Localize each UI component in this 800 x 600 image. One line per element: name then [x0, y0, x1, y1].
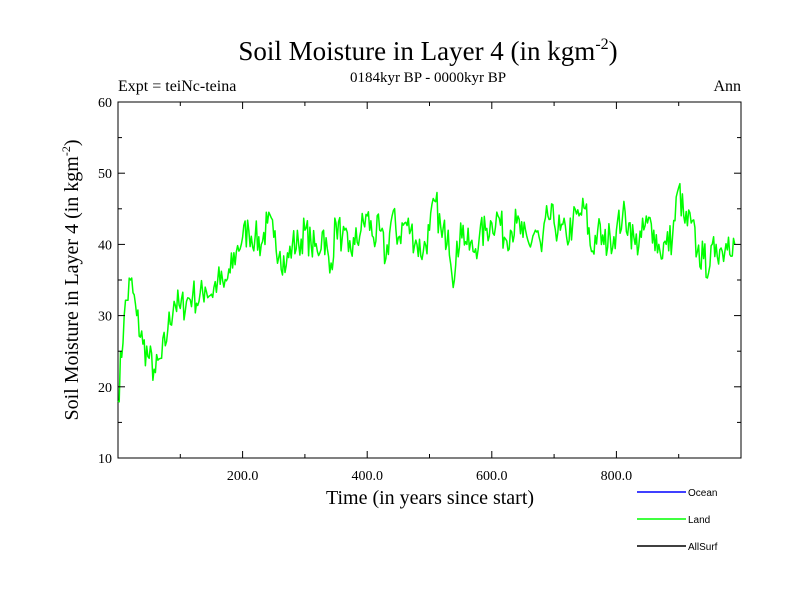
y-axis-ticks: 10 20 30 40 50 60	[98, 96, 741, 467]
chart-title-close: )	[609, 36, 618, 66]
x-tick-label: 200.0	[227, 469, 259, 484]
season-label: Ann	[713, 78, 741, 95]
series-line-land	[117, 182, 736, 403]
legend: Ocean Land AllSurf	[637, 488, 718, 553]
legend-label-ocean: Ocean	[688, 488, 717, 499]
y-tick-label: 30	[98, 310, 112, 325]
plot-frame	[117, 101, 742, 459]
chart-subtitle: 0184kyr BP - 0000kyr BP	[350, 70, 506, 86]
chart-title: Soil Moisture in Layer 4 (in kgm-2)	[238, 36, 617, 66]
chart-title-main: Soil Moisture in Layer 4 (in kgm	[238, 36, 595, 66]
experiment-label: Expt = teiNc-teina	[118, 78, 236, 95]
y-axis-label: Soil Moisture in Layer 4 (in kgm-2)	[59, 139, 83, 420]
chart-title-sup: -2	[595, 36, 608, 53]
y-axis-label-close: )	[61, 139, 83, 146]
y-tick-label: 40	[98, 238, 112, 253]
legend-label-land: Land	[688, 515, 710, 526]
x-tick-label: 800.0	[601, 469, 633, 484]
y-axis-label-main: Soil Moisture in Layer 4 (in kgm	[61, 156, 83, 421]
legend-label-allsurf: AllSurf	[688, 542, 718, 553]
y-tick-label: 60	[98, 96, 112, 111]
y-axis-label-sup: -2	[59, 146, 73, 156]
x-axis-ticks: 200.0 400.0 600.0 800.0	[179, 102, 680, 484]
x-axis-label: Time (in years since start)	[326, 487, 534, 509]
y-tick-label: 50	[98, 167, 112, 182]
y-tick-label: 10	[98, 452, 112, 467]
x-tick-label: 400.0	[351, 469, 383, 484]
y-tick-label: 20	[98, 381, 112, 396]
x-tick-label: 600.0	[476, 469, 508, 484]
